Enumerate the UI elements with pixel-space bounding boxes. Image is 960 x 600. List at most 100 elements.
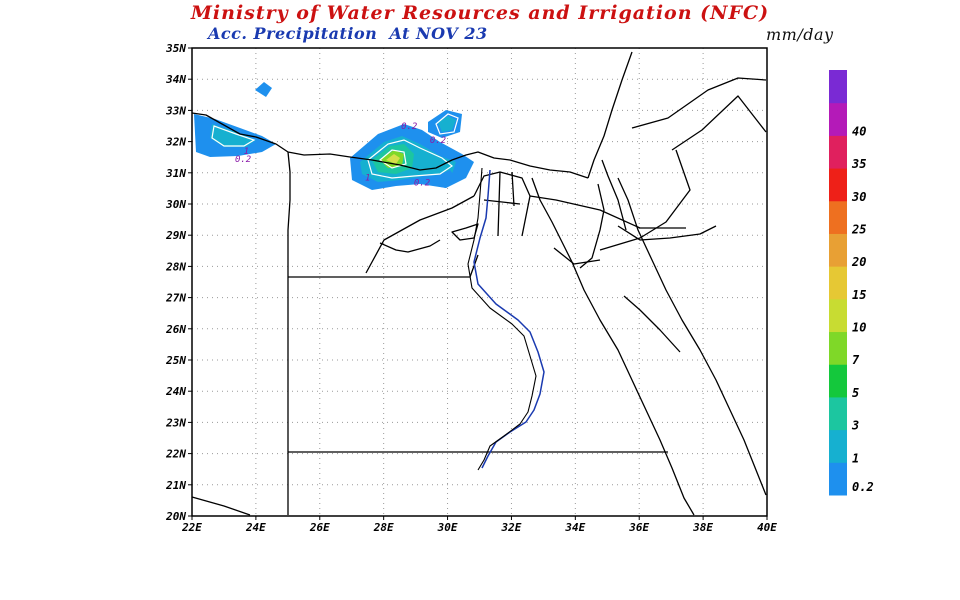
legend-swatch bbox=[829, 135, 847, 169]
legend-label: 7 bbox=[852, 353, 860, 367]
coastline-mediterranean bbox=[191, 112, 589, 179]
legend-swatch bbox=[829, 200, 847, 234]
y-axis: 20N 21N 22N 23N 24N 25N 26N 27N 28N 29N 30N 31N 32N 3… bbox=[165, 42, 192, 523]
map-grid bbox=[192, 48, 767, 516]
border-libya-egypt bbox=[287, 151, 291, 515]
coastline-sinai-east bbox=[579, 183, 605, 269]
region-line-4 bbox=[473, 171, 531, 237]
geography bbox=[191, 51, 767, 516]
y-tick-label: 28N bbox=[165, 260, 186, 273]
legend-label: 25 bbox=[851, 222, 866, 236]
legend-label: 0.2 bbox=[852, 480, 874, 494]
legend-label: 15 bbox=[852, 288, 866, 302]
rain-area-west-inner bbox=[210, 124, 256, 147]
x-axis: 22E 24E 26E 28E 30E 32E 34E 36E 38E 40E bbox=[181, 516, 777, 534]
y-tick-label: 23N bbox=[165, 416, 186, 429]
region-line-7 bbox=[553, 247, 601, 265]
rain-area-delta bbox=[436, 170, 458, 188]
contour-labels: 0.210.20.21 0.2 bbox=[235, 122, 446, 188]
legend-swatch bbox=[829, 429, 847, 463]
contour-label: 0.2 bbox=[235, 155, 251, 165]
contour-label: 1 bbox=[244, 147, 249, 157]
x-tick-label: 34E bbox=[564, 521, 585, 534]
contour-label: 1 bbox=[365, 174, 370, 184]
coastline-aqaba bbox=[617, 177, 767, 496]
contour-west bbox=[211, 125, 256, 147]
units-label: mm/day bbox=[766, 25, 834, 44]
legend-label: 1 bbox=[852, 451, 859, 465]
legend-label: 20 bbox=[851, 255, 866, 269]
x-tick-label: 28E bbox=[373, 521, 394, 534]
border-sinai-israel bbox=[601, 159, 627, 231]
y-tick-label: 33N bbox=[165, 104, 186, 117]
legend-swatch bbox=[829, 102, 847, 136]
x-tick-label: 24E bbox=[245, 521, 266, 534]
x-tick-label: 32E bbox=[501, 521, 522, 534]
region-line-6 bbox=[483, 171, 521, 237]
region-line-10 bbox=[623, 295, 681, 353]
rain-area-offshore-inner bbox=[438, 116, 456, 132]
x-tick-label: 38E bbox=[692, 521, 713, 534]
nile-channel bbox=[473, 169, 545, 469]
coastline-levant bbox=[587, 51, 633, 179]
map-subtitle: Acc. Precipitation At NOV 23 bbox=[208, 24, 488, 43]
y-tick-label: 20N bbox=[165, 510, 186, 523]
border-saudi-north bbox=[671, 95, 767, 151]
page-title: Ministry of Water Resources and Irrigati… bbox=[190, 2, 770, 24]
legend-label: 30 bbox=[851, 190, 866, 204]
subtitle-date: NOV 23 bbox=[416, 24, 488, 43]
y-tick-label: 24N bbox=[165, 385, 186, 398]
legend-swatch bbox=[829, 396, 847, 431]
legend-swatch bbox=[829, 168, 847, 202]
y-tick-label: 30N bbox=[165, 198, 186, 211]
x-tick-label: 26E bbox=[309, 521, 330, 534]
region-line-5 bbox=[529, 195, 686, 229]
legend-swatch bbox=[829, 233, 847, 267]
legend-swatch bbox=[829, 266, 847, 300]
y-tick-label: 25N bbox=[165, 354, 186, 367]
x-tick-label: 40E bbox=[757, 521, 777, 534]
y-tick-label: 26N bbox=[165, 323, 186, 336]
legend-swatch bbox=[829, 331, 847, 365]
y-tick-label: 22N bbox=[165, 448, 186, 461]
contour-lines bbox=[211, 113, 459, 179]
x-tick-label: 36E bbox=[628, 521, 649, 534]
legend-label: 40 bbox=[852, 124, 866, 138]
border-libya-chad bbox=[191, 496, 251, 516]
y-tick-label: 35N bbox=[165, 42, 186, 55]
legend-label: 10 bbox=[852, 321, 866, 335]
contour-label: 0.2 bbox=[430, 136, 446, 146]
y-tick-label: 34N bbox=[165, 73, 186, 86]
rain-area-cyrenaica-dot bbox=[255, 82, 272, 97]
border-jordan bbox=[631, 77, 767, 129]
subtitle-product: Acc. Precipitation bbox=[208, 24, 378, 43]
legend-swatch bbox=[829, 462, 847, 496]
y-tick-label: 27N bbox=[165, 292, 186, 305]
nile-bank bbox=[467, 167, 537, 471]
legend-swatch bbox=[829, 70, 847, 104]
y-tick-label: 32N bbox=[165, 136, 186, 149]
rain-area-central-core bbox=[386, 154, 400, 164]
y-tick-label: 31N bbox=[165, 167, 186, 180]
legend-swatch bbox=[829, 298, 847, 333]
contour-central-inner bbox=[378, 149, 407, 169]
map-frame bbox=[191, 47, 768, 517]
border-saudi-jordan bbox=[599, 149, 691, 251]
region-line-2 bbox=[365, 195, 475, 274]
contour-offshore bbox=[435, 113, 459, 135]
y-tick-label: 29N bbox=[165, 229, 186, 242]
legend-label: 3 bbox=[851, 419, 859, 433]
legend-swatch bbox=[829, 364, 847, 398]
contour-label: 0.2 bbox=[414, 178, 430, 188]
region-line-9 bbox=[617, 225, 717, 241]
contour-central bbox=[367, 139, 454, 179]
x-tick-label: 22E bbox=[181, 521, 202, 534]
region-line-8 bbox=[379, 239, 441, 253]
nile-river bbox=[467, 167, 545, 471]
contour-label: 0.2 bbox=[401, 122, 417, 132]
x-tick-label: 30E bbox=[437, 521, 458, 534]
legend-label: 5 bbox=[852, 386, 859, 400]
subtitle-at: At bbox=[389, 24, 410, 43]
